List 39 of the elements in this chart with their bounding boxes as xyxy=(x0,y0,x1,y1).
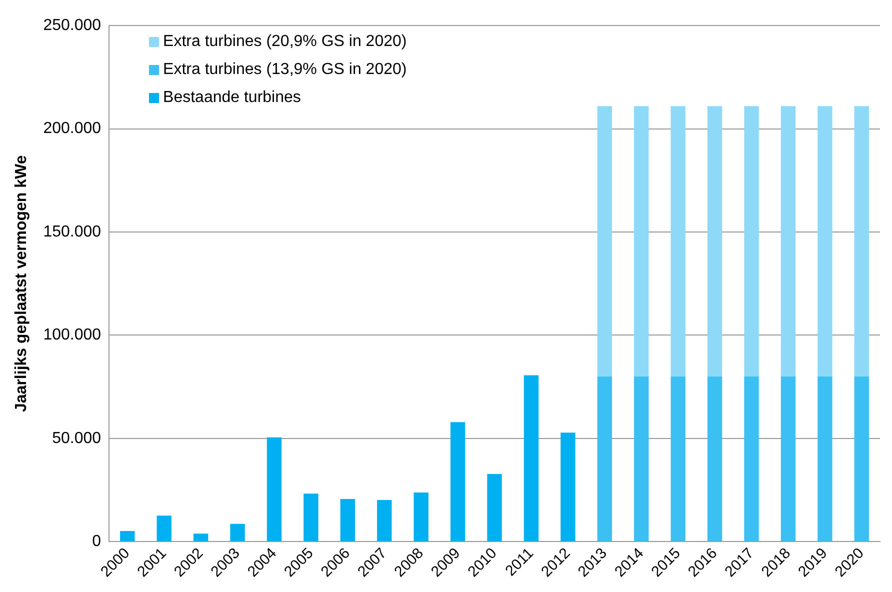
bar xyxy=(854,106,869,377)
bar xyxy=(707,376,722,542)
y-tick-label: 50.000 xyxy=(52,430,102,447)
bar xyxy=(266,437,282,542)
bar xyxy=(780,376,796,542)
y-tick-label: 100.000 xyxy=(43,326,102,344)
bar xyxy=(634,376,649,542)
bar xyxy=(818,376,832,542)
bar xyxy=(744,376,759,542)
bar xyxy=(304,494,318,542)
bar xyxy=(560,432,576,542)
bar xyxy=(340,498,356,542)
bar xyxy=(670,106,686,377)
bar xyxy=(193,534,208,542)
bar xyxy=(414,492,428,542)
y-tick-label: 250.000 xyxy=(43,17,102,34)
bar xyxy=(634,106,649,377)
bar xyxy=(524,375,539,542)
y-axis-title: Jaarlijks geplaatst vermogen kWe xyxy=(13,155,30,412)
bar xyxy=(744,106,759,377)
y-tick-label: 0 xyxy=(92,533,102,550)
bar xyxy=(670,376,686,542)
bar xyxy=(854,376,869,542)
bar xyxy=(487,474,502,542)
bar xyxy=(230,524,245,542)
bar xyxy=(597,376,612,542)
bar xyxy=(450,422,466,542)
legend-label: Extra turbines (13,9% GS in 2020) xyxy=(163,60,407,79)
bar xyxy=(707,106,722,377)
bar xyxy=(156,516,172,542)
bar xyxy=(120,530,135,542)
bar xyxy=(780,106,796,377)
bar xyxy=(377,500,392,542)
legend-label: Extra turbines (20,9% GS in 2020) xyxy=(163,32,407,51)
bar xyxy=(818,106,832,377)
legend-label: Bestaande turbines xyxy=(163,88,301,107)
y-tick-label: 200.000 xyxy=(43,120,102,138)
y-tick-label: 150.000 xyxy=(43,223,102,240)
bar xyxy=(597,106,612,377)
